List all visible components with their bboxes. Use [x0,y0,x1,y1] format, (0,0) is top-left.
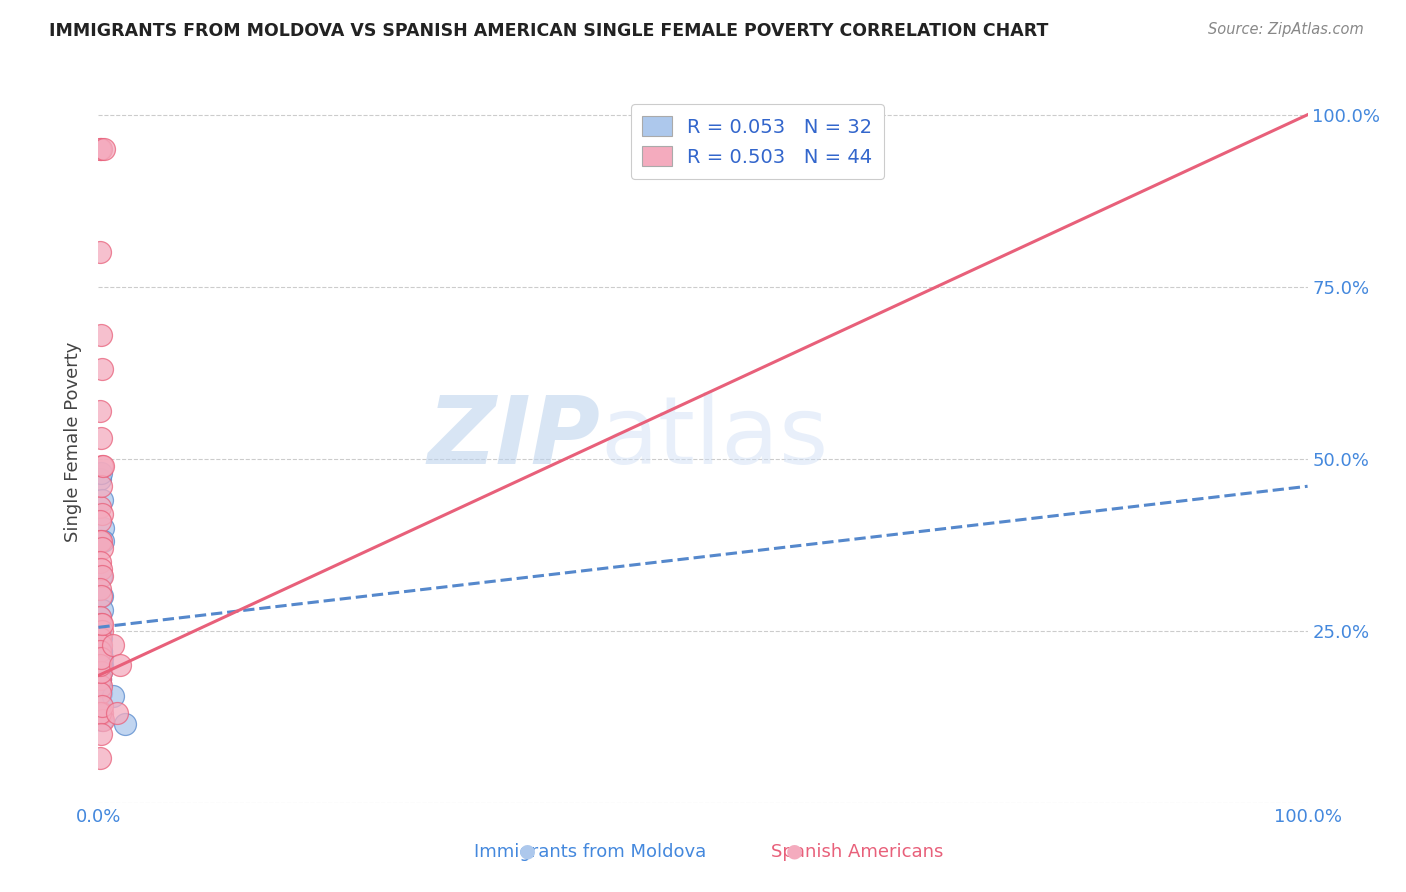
Point [91,699,114,714]
Point [89,555,111,569]
Point [91,362,114,376]
Point [91,507,114,521]
Point [91,520,114,534]
Point [90,590,112,604]
Point [90,644,112,658]
Point [108,658,131,673]
Point [89,644,111,658]
Point [89,651,111,665]
Point [101,689,124,703]
Point [90,431,112,445]
Point [91,713,114,727]
Point [89,500,111,514]
Point [89,582,111,597]
Point [89,686,111,700]
Point [90,686,112,700]
Point [89,245,111,260]
Text: ●: ● [786,841,803,861]
Point [91,590,114,604]
Point [90,679,112,693]
Point [90,651,112,665]
Point [89,631,111,645]
Point [91,493,114,508]
Point [91,603,114,617]
Point [91,458,114,473]
Point [101,638,124,652]
Point [89,692,111,706]
Point [89,672,111,686]
Text: ●: ● [519,841,536,861]
Point [89,403,111,417]
Point [91,458,114,473]
Point [89,658,111,673]
Point [90,727,112,741]
Y-axis label: Single Female Poverty: Single Female Poverty [65,342,83,541]
Point [89,534,111,549]
Point [89,624,111,638]
Point [89,638,111,652]
Point [90,562,112,576]
Point [114,716,136,731]
Text: Source: ZipAtlas.com: Source: ZipAtlas.com [1208,22,1364,37]
Point [91,658,114,673]
Text: ZIP: ZIP [427,392,600,484]
Point [91,706,114,721]
Point [90,638,112,652]
Point [89,644,111,658]
Point [90,631,112,645]
Point [90,616,112,631]
Point [89,706,111,721]
Point [90,466,112,480]
Point [89,651,111,665]
Point [89,672,111,686]
Text: atlas: atlas [600,392,828,484]
Point [90,658,112,673]
Point [89,631,111,645]
Point [90,534,112,549]
Point [91,651,114,665]
Point [91,534,114,549]
Point [90,644,112,658]
Point [89,679,111,693]
Text: Immigrants from Moldova: Immigrants from Moldova [474,843,707,861]
Point [89,142,111,156]
Text: IMMIGRANTS FROM MOLDOVA VS SPANISH AMERICAN SINGLE FEMALE POVERTY CORRELATION CH: IMMIGRANTS FROM MOLDOVA VS SPANISH AMERI… [49,22,1049,40]
Point [90,568,112,582]
Point [90,327,112,342]
Text: Spanish Americans: Spanish Americans [772,843,943,861]
Legend: R = 0.053   N = 32, R = 0.503   N = 44: R = 0.053 N = 32, R = 0.503 N = 44 [631,104,884,178]
Point [89,610,111,624]
Point [89,610,111,624]
Point [105,706,128,721]
Point [90,665,112,679]
Point [89,472,111,486]
Point [89,751,111,765]
Point [90,616,112,631]
Point [90,479,112,493]
Point [90,651,112,665]
Point [91,568,114,582]
Point [93,142,115,156]
Point [91,541,114,556]
Point [89,514,111,528]
Point [90,665,112,679]
Point [89,672,111,686]
Point [91,713,114,727]
Point [90,142,112,156]
Point [91,624,114,638]
Point [91,616,114,631]
